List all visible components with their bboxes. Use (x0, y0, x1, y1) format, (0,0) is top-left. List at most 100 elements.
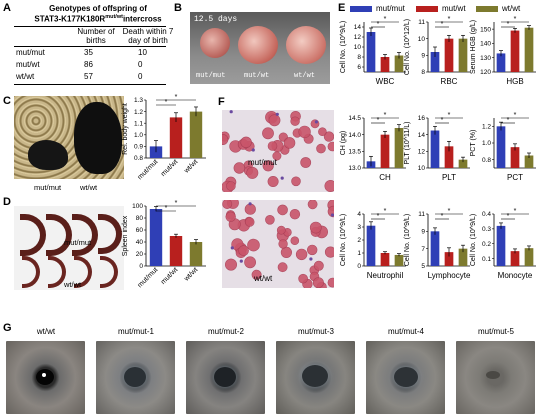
y-axis-label: Cell No. (10^9/L) (340, 214, 347, 266)
sig-star: * (514, 208, 517, 215)
red-blood-cell (276, 225, 286, 235)
bar (496, 53, 506, 72)
bar (394, 254, 404, 266)
y-tick-label: 120 (480, 69, 491, 76)
red-blood-cell (291, 176, 301, 187)
platelet (309, 257, 313, 261)
smear-label-lower: wt/wt (254, 274, 273, 283)
sig-star: * (175, 200, 178, 207)
col-deaths-header: Death within 7 day of birth (118, 27, 178, 45)
table-title-line2: STAT3-K177K180Rmut/wtintercross (28, 13, 168, 24)
panel-label-d: D (3, 196, 11, 208)
y-tick-label: 5 (421, 263, 425, 270)
red-blood-cell (323, 131, 334, 142)
y-tick-label: 1.3 (134, 97, 143, 104)
smear-label-upper: mut/mut (248, 158, 277, 167)
bar (430, 52, 440, 72)
sig-star: * (448, 112, 451, 119)
legend-swatch-mut-wt (416, 6, 438, 12)
y-tick-label: 14.5 (348, 115, 361, 122)
y-tick-label: 0.3 (482, 226, 491, 233)
x-axis-label: WBC (376, 77, 395, 86)
blood-smear-lower: wt/wt (222, 200, 334, 288)
row-genotype: mut/wt (16, 60, 40, 69)
bar (510, 147, 520, 168)
red-blood-cell (244, 217, 255, 227)
bar (394, 55, 404, 72)
bar (510, 30, 520, 73)
bar (496, 126, 506, 168)
table-row: mut/mut (16, 48, 45, 57)
y-tick-label: 12 (354, 34, 362, 41)
y-axis-label: Cell No. (10^9/L) (340, 21, 347, 73)
y-tick-label: 12 (418, 149, 426, 156)
red-blood-cell (246, 166, 259, 179)
y-tick-label: 8 (357, 54, 361, 61)
table-title-line1: Genotypes of offspring of (49, 4, 147, 13)
eye-title: mut/mut-2 (207, 327, 244, 336)
sig-star: * (441, 213, 444, 220)
smear-cells (222, 110, 334, 192)
panel-label-e: E (338, 2, 346, 14)
y-axis-label: PLT (10^11/L) (404, 122, 411, 165)
legend-label: wt/wt (502, 4, 521, 13)
embryo-label: mut/mut (196, 72, 226, 80)
mouse-label: wt/wt (80, 183, 98, 192)
row-deaths: 10 (138, 48, 147, 57)
table-rule-mid (14, 46, 166, 47)
sig-star: * (507, 21, 510, 28)
y-axis-label: Serum HGB (g/L) (470, 20, 477, 74)
red-blood-cell (300, 157, 312, 168)
red-blood-cell (262, 127, 274, 140)
y-tick-label: 1.2 (134, 109, 143, 116)
bar (458, 38, 468, 72)
y-axis-label: Cell No. (10^12/L) (404, 19, 411, 75)
embryo-label: wt/wt (294, 72, 316, 80)
legend-swatch-wt-wt (476, 6, 498, 12)
red-blood-cell (324, 180, 334, 192)
y-tick-label: 11 (418, 211, 425, 218)
bar (510, 251, 520, 266)
spleen (48, 256, 66, 288)
platelet (239, 259, 243, 263)
y-tick-label: 20 (136, 251, 144, 258)
red-blood-cell (244, 256, 256, 269)
platelet (330, 213, 334, 217)
y-tick-label: 150 (480, 26, 491, 33)
eye-pupil (302, 365, 328, 387)
eye-photo-mut-1 (96, 341, 175, 414)
red-blood-cell (327, 141, 334, 152)
y-tick-label: 0.8 (134, 155, 143, 162)
spleen (72, 214, 98, 256)
category-label: wt/wt (182, 158, 199, 175)
red-blood-cell (262, 160, 274, 172)
bar (524, 27, 534, 72)
genotype-table: Genotypes of offspring of STAT3-K177K180… (14, 4, 173, 89)
y-axis-label: Spleen index (122, 215, 129, 256)
row-births: 57 (84, 72, 93, 81)
platelet (251, 148, 255, 152)
spleen (100, 256, 118, 288)
spleen (98, 214, 122, 254)
smear-cells (222, 200, 334, 288)
y-tick-label: 10 (418, 165, 426, 172)
y-tick-label: 13.0 (348, 165, 361, 172)
bar (189, 242, 203, 266)
bar (458, 159, 468, 168)
y-axis-label: Cell No. (10^9/L) (404, 214, 411, 266)
bar (496, 225, 506, 266)
red-blood-cell (306, 244, 318, 256)
eye-pupil (36, 369, 54, 385)
embryo-wt-wt (286, 26, 326, 64)
spleen (20, 214, 46, 256)
sig-star: * (507, 117, 510, 124)
sig-star: * (384, 16, 387, 23)
sig-star: * (514, 16, 517, 23)
col-births-header-2: births (86, 36, 106, 45)
sig-star: * (441, 21, 444, 28)
table-title-gene: STAT3-K177K180R (34, 14, 106, 24)
row-births: 35 (84, 48, 93, 57)
spleen (22, 256, 40, 288)
red-blood-cell (222, 200, 233, 209)
y-tick-label: 9 (421, 53, 425, 60)
